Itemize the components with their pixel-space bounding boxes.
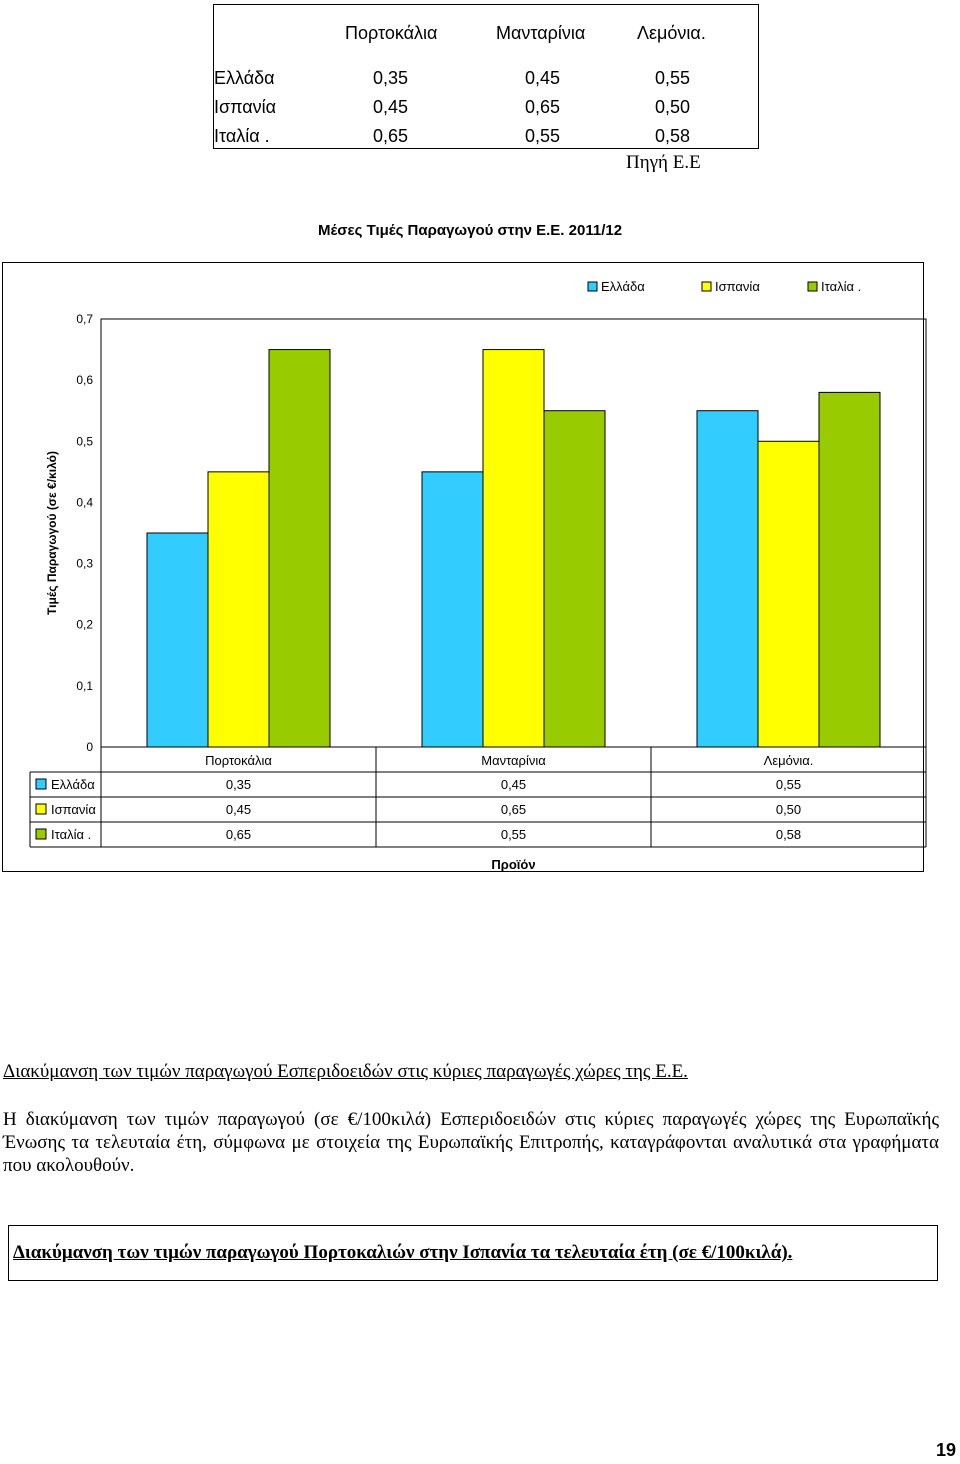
bar-0-2 [268,349,331,748]
data-table-value: 0,55 [776,777,801,792]
y-tick-label: 0 [86,740,93,754]
legend-label: Ελλάδα [601,279,645,294]
table-header-mandarins: Μανταρίνια [496,23,586,43]
table-cell: 0,58 [655,126,691,146]
y-axis-label: Τιμές Παραγωγού (σε €/κιλό) [45,451,59,615]
table-row-spain-label: Ισπανία [214,97,277,117]
table-cell: 0,35 [373,68,409,88]
section-heading: Διακύμανση των τιμών παραγωγού Εσπεριδοε… [3,1061,688,1082]
legend-key [807,281,818,292]
data-table-series-name: Ιταλία . [51,827,91,842]
legend-key [587,281,598,292]
table-header-lemons: Λεμόνια. [637,23,706,43]
bar-2-2 [818,391,881,748]
x-axis-label: Προϊόν [491,857,535,872]
x-category-label: Πορτοκάλια [205,753,272,768]
data-table-legend-key [35,803,47,815]
data-table-series-name: Ισπανία [51,802,96,817]
bar-1-1 [482,349,545,748]
y-tick-label: 0,4 [76,495,93,509]
table-cell: 0,45 [373,97,409,117]
table-row-italy-label: Ιταλία . [214,126,270,146]
bar-2-0 [696,410,759,748]
table-header-oranges: Πορτοκάλια [345,23,438,43]
data-table-value: 0,65 [501,802,526,817]
y-tick-label: 0,2 [76,618,93,632]
y-tick-label: 0,1 [76,679,93,693]
legend-label: Ισπανία [715,279,760,294]
data-table-value: 0,55 [501,827,526,842]
source-note: Πηγή Ε.Ε [626,152,701,173]
data-table-value: 0,65 [226,827,251,842]
data-table-value: 0,50 [776,802,801,817]
bar-1-0 [421,471,484,748]
data-table-value: 0,45 [226,802,251,817]
page-number: 19 [936,1440,957,1460]
y-tick-label: 0,7 [76,312,93,326]
table-cell: 0,65 [373,126,409,146]
chart-frame [2,262,924,872]
body-paragraph: Η διακύμανση των τιμών παραγωγού (σε €/1… [3,1109,939,1176]
chart-heading: Διακύμανση των τιμών παραγωγού Πορτοκαλι… [13,1242,793,1263]
chart-heading-box: Διακύμανση των τιμών παραγωγού Πορτοκαλι… [8,1225,938,1281]
table-cell: 0,50 [655,97,691,117]
data-table-value: 0,58 [776,827,801,842]
chart-title: Μέσες Τιμές Παραγωγού στην Ε.Ε. 2011/12 [317,222,623,239]
x-category-label: Μανταρίνια [481,753,546,768]
bar-1-2 [543,410,606,748]
legend-label: Ιταλία . [821,279,861,294]
table-row-greece-label: Ελλάδα [214,68,275,88]
bar-0-0 [146,532,209,748]
table-cell: 0,55 [655,68,691,88]
bar-2-1 [757,440,820,748]
y-tick-label: 0,3 [76,557,93,571]
data-table-value: 0,45 [501,777,526,792]
table-cell: 0,45 [525,68,561,88]
legend-key [701,281,712,292]
bar-0-1 [207,471,270,748]
data-table-value: 0,35 [226,777,251,792]
data-table-legend-key [35,778,47,790]
bar-chart: 0 0,1 0,2 0,3 0,4 0,5 0,6 0,7 Τιμές Παραγωγού (σ… [29,279,927,872]
table-cell: 0,65 [525,97,561,117]
y-tick-label: 0,5 [76,434,93,448]
data-table-series-name: Ελλάδα [51,777,95,792]
y-tick-label: 0,6 [76,373,93,387]
x-category-label: Λεμόνια. [764,753,814,768]
table-cell: 0,55 [525,126,561,146]
data-table-legend-key [35,828,47,840]
price-data-table: Πορτοκάλια Μανταρίνια Λεμόνια. Ελλάδα 0,… [213,4,759,149]
